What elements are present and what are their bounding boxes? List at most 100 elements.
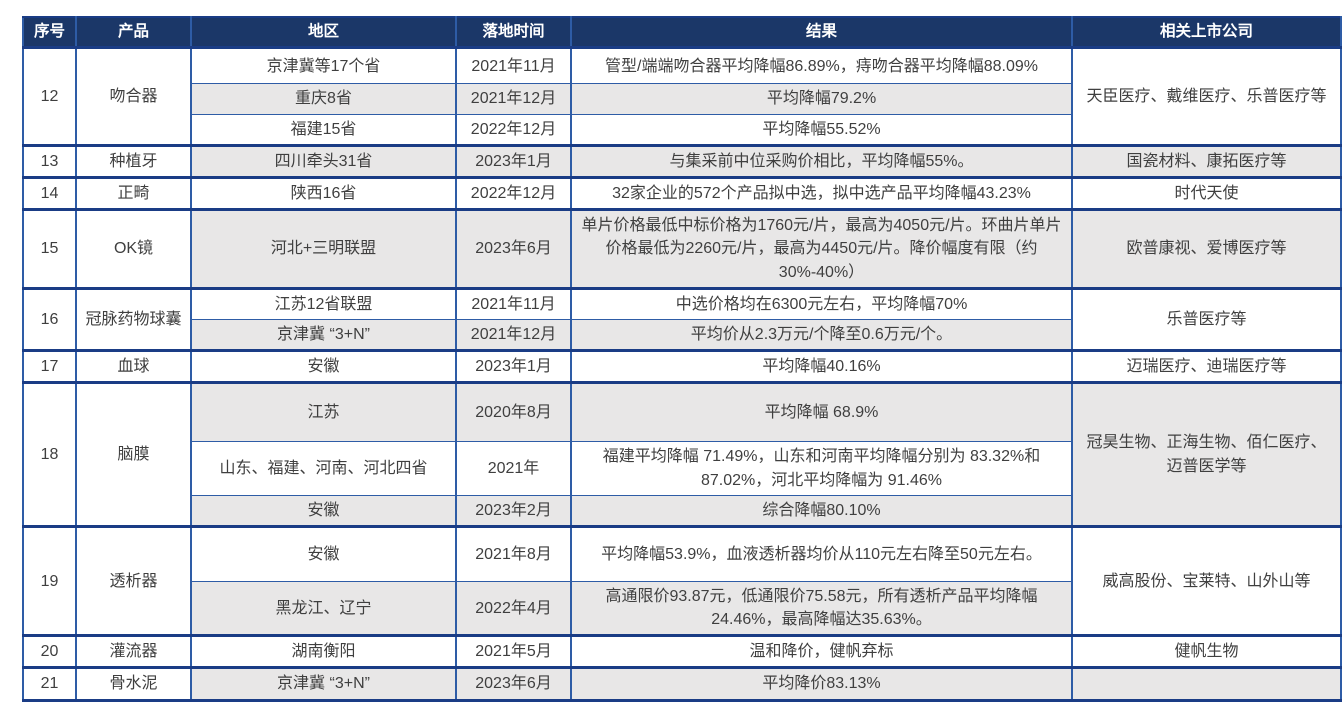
cell-index: 14 <box>22 176 77 211</box>
cell-index: 20 <box>22 634 77 669</box>
cell-region: 湖南衡阳 <box>190 634 457 669</box>
cell-product: 灌流器 <box>75 634 192 669</box>
cell-region: 安徽 <box>190 494 457 527</box>
column-header-date: 落地时间 <box>455 16 572 50</box>
cell-index: 18 <box>22 381 77 527</box>
table-row: 15 OK镜 河北+三明联盟 2023年6月 单片价格最低中标价格为1760元/片，最高… <box>22 208 1342 289</box>
cell-company: 国瓷材料、康拓医疗等 <box>1071 143 1342 179</box>
cell-index: 15 <box>22 208 77 289</box>
column-header-result: 结果 <box>570 16 1073 50</box>
cell-result: 平均降幅40.16% <box>570 349 1073 384</box>
cell-company <box>1071 666 1342 702</box>
cell-company: 乐普医疗等 <box>1071 286 1342 352</box>
cell-region: 四川牵头31省 <box>190 143 457 179</box>
table-row: 21 骨水泥 京津冀 “3+N” 2023年6月 平均降价83.13% <box>22 666 1342 702</box>
cell-date: 2021年 <box>455 441 572 496</box>
cell-result: 温和降价，健帆弃标 <box>570 634 1073 669</box>
cell-result: 管型/端端吻合器平均降幅86.89%，痔吻合器平均降幅88.09% <box>570 46 1073 85</box>
cell-result: 平均价从2.3万元/个降至0.6万元/个。 <box>570 318 1073 352</box>
cell-result: 平均降幅 68.9% <box>570 381 1073 443</box>
table-body: 12 吻合器 京津冀等17个省 2021年11月 管型/端端吻合器平均降幅86.89%，… <box>22 46 1342 702</box>
cell-result: 高通限价93.87元，低通限价75.58元，所有透析产品平均降幅24.46%，最… <box>570 580 1073 637</box>
cell-region: 京津冀 “3+N” <box>190 318 457 352</box>
cell-product: 骨水泥 <box>75 666 192 702</box>
cell-date: 2022年12月 <box>455 113 572 146</box>
cell-company: 迈瑞医疗、迪瑞医疗等 <box>1071 349 1342 384</box>
cell-company: 时代天使 <box>1071 176 1342 211</box>
cell-product: 吻合器 <box>75 46 192 146</box>
cell-index: 19 <box>22 524 77 637</box>
cell-date: 2022年12月 <box>455 176 572 211</box>
cell-date: 2021年12月 <box>455 318 572 352</box>
cell-region: 安徽 <box>190 349 457 384</box>
cell-product: 透析器 <box>75 524 192 637</box>
cell-company: 冠昊生物、正海生物、佰仁医疗、迈普医学等 <box>1071 381 1342 527</box>
cell-date: 2020年8月 <box>455 381 572 443</box>
procurement-results-table: 序号 产品 地区 落地时间 结果 相关上市公司 12 吻合器 京津冀等17个省 202… <box>22 16 1342 702</box>
cell-date: 2022年4月 <box>455 580 572 637</box>
table-row: 20 灌流器 湖南衡阳 2021年5月 温和降价，健帆弃标 健帆生物 <box>22 634 1342 669</box>
cell-index: 17 <box>22 349 77 384</box>
table-row: 17 血球 安徽 2023年1月 平均降幅40.16% 迈瑞医疗、迪瑞医疗等 <box>22 349 1342 384</box>
cell-result: 平均降幅79.2% <box>570 83 1073 115</box>
cell-region: 黑龙江、辽宁 <box>190 580 457 637</box>
cell-company: 欧普康视、爱博医疗等 <box>1071 208 1342 289</box>
cell-index: 21 <box>22 666 77 702</box>
cell-date: 2021年5月 <box>455 634 572 669</box>
table-row: 黑龙江、辽宁 2022年4月 高通限价93.87元，低通限价75.58元，所有透析产… <box>23 580 1341 637</box>
table-row: 京津冀 “3+N” 2021年12月 平均价从2.3万元/个降至0.6万元/个。 <box>23 318 1341 352</box>
cell-date: 2021年8月 <box>455 524 572 582</box>
cell-result: 中选价格均在6300元左右，平均降幅70% <box>570 286 1073 320</box>
cell-product: 正畸 <box>75 176 192 211</box>
cell-date: 2021年11月 <box>455 46 572 85</box>
table-row: 福建15省 2022年12月 平均降幅55.52% <box>23 113 1341 146</box>
cell-result: 平均降幅55.52% <box>570 113 1073 146</box>
cell-region: 江苏 <box>190 381 457 443</box>
cell-date: 2023年1月 <box>455 143 572 179</box>
cell-index: 16 <box>22 286 77 352</box>
table-row: 19 透析器 安徽 2021年8月 平均降幅53.9%，血液透析器均价从110元左右降至… <box>22 524 1342 637</box>
table-header: 序号 产品 地区 落地时间 结果 相关上市公司 <box>22 16 1342 50</box>
cell-region: 安徽 <box>190 524 457 582</box>
cell-result: 单片价格最低中标价格为1760元/片，最高为4050元/片。环曲片单片价格最低为… <box>570 208 1073 289</box>
cell-result: 综合降幅80.10% <box>570 494 1073 527</box>
cell-result: 福建平均降幅 71.49%，山东和河南平均降幅分别为 83.32%和 87.02… <box>570 441 1073 496</box>
cell-index: 12 <box>22 46 77 146</box>
cell-company: 健帆生物 <box>1071 634 1342 669</box>
header-row: 序号 产品 地区 落地时间 结果 相关上市公司 <box>22 16 1342 50</box>
cell-date: 2023年1月 <box>455 349 572 384</box>
column-header-product: 产品 <box>75 16 192 50</box>
cell-date: 2023年2月 <box>455 494 572 527</box>
cell-date: 2021年12月 <box>455 83 572 115</box>
cell-product: 冠脉药物球囊 <box>75 286 192 352</box>
table-row: 重庆8省 2021年12月 平均降幅79.2% <box>23 83 1341 115</box>
cell-company: 天臣医疗、戴维医疗、乐普医疗等 <box>1071 46 1342 146</box>
column-header-company: 相关上市公司 <box>1071 16 1342 50</box>
cell-product: 种植牙 <box>75 143 192 179</box>
table-row: 山东、福建、河南、河北四省 2021年 福建平均降幅 71.49%，山东和河南平均降… <box>23 441 1341 496</box>
cell-date: 2021年11月 <box>455 286 572 320</box>
cell-region: 京津冀等17个省 <box>190 46 457 85</box>
cell-product: OK镜 <box>75 208 192 289</box>
cell-region: 京津冀 “3+N” <box>190 666 457 702</box>
cell-result: 平均降幅53.9%，血液透析器均价从110元左右降至50元左右。 <box>570 524 1073 582</box>
cell-region: 福建15省 <box>190 113 457 146</box>
cell-region: 河北+三明联盟 <box>190 208 457 289</box>
cell-region: 江苏12省联盟 <box>190 286 457 320</box>
cell-result: 与集采前中位采购价相比，平均降幅55%。 <box>570 143 1073 179</box>
cell-region: 山东、福建、河南、河北四省 <box>190 441 457 496</box>
cell-region: 重庆8省 <box>190 83 457 115</box>
cell-product: 血球 <box>75 349 192 384</box>
column-header-region: 地区 <box>190 16 457 50</box>
table-row: 16 冠脉药物球囊 江苏12省联盟 2021年11月 中选价格均在6300元左右，平均降… <box>22 286 1342 352</box>
cell-product: 脑膜 <box>75 381 192 527</box>
cell-date: 2023年6月 <box>455 208 572 289</box>
cell-result: 32家企业的572个产品拟中选，拟中选产品平均降幅43.23% <box>570 176 1073 211</box>
table-row: 14 正畸 陕西16省 2022年12月 32家企业的572个产品拟中选，拟中选产品平均… <box>22 176 1342 211</box>
cell-company: 威高股份、宝莱特、山外山等 <box>1071 524 1342 637</box>
table-row: 12 吻合器 京津冀等17个省 2021年11月 管型/端端吻合器平均降幅86.89%，… <box>22 46 1342 146</box>
cell-index: 13 <box>22 143 77 179</box>
table-row: 13 种植牙 四川牵头31省 2023年1月 与集采前中位采购价相比，平均降幅55%。国… <box>22 143 1342 179</box>
cell-result: 平均降价83.13% <box>570 666 1073 702</box>
cell-region: 陕西16省 <box>190 176 457 211</box>
